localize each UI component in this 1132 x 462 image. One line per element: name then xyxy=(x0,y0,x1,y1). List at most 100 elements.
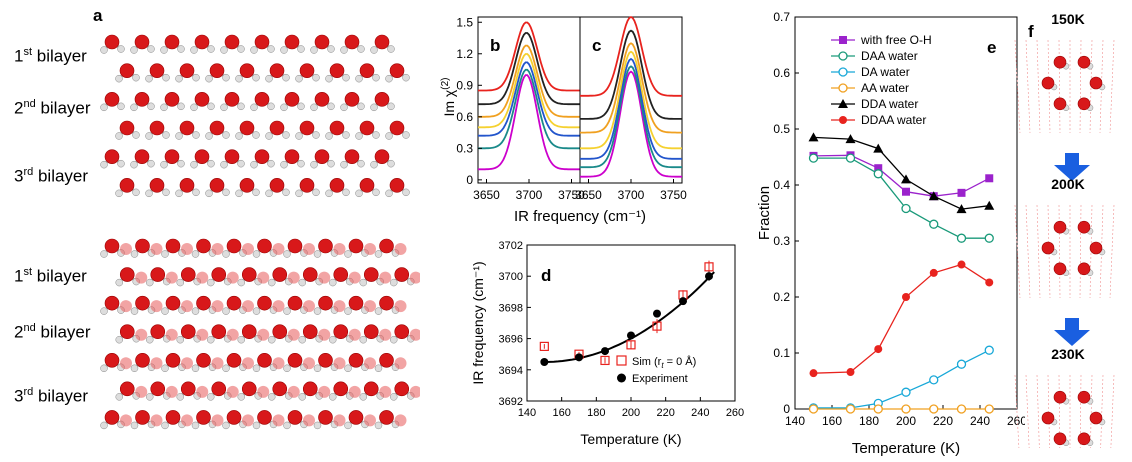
y-tick-label: 1.5 xyxy=(456,15,473,29)
oxygen-atom xyxy=(389,178,405,193)
oxygen-atom xyxy=(1089,76,1103,90)
oxygen-atom xyxy=(1077,390,1091,404)
hydrogen-atom xyxy=(374,250,383,258)
bilayer-label: 3rd bilayer xyxy=(14,386,89,406)
hydrogen-atom xyxy=(100,250,108,258)
hbond-line xyxy=(1079,39,1082,134)
oxygen-atom xyxy=(299,63,315,78)
hydrogen-atom xyxy=(191,307,200,315)
data-point xyxy=(901,203,911,214)
data-point xyxy=(929,404,939,414)
hydrogen-atom xyxy=(327,159,335,168)
oxygen-atom-blur xyxy=(394,243,407,255)
oxygen-atom xyxy=(287,238,303,254)
hydrogen-atom xyxy=(176,393,184,401)
data-point xyxy=(845,404,856,414)
oxygen-atom xyxy=(165,410,181,425)
oxygen-atom xyxy=(194,149,210,164)
data-point xyxy=(956,404,967,414)
hydrogen-atom xyxy=(207,278,215,287)
oxygen-atom xyxy=(287,352,303,368)
x-axis-label: Temperature (K) xyxy=(852,440,960,457)
data-point xyxy=(901,404,911,414)
data-point xyxy=(985,278,994,287)
series-line xyxy=(813,263,990,374)
oxygen-atom xyxy=(239,120,255,136)
data-point xyxy=(838,83,848,93)
hydrogen-atom xyxy=(385,132,393,140)
hydrogen-atom xyxy=(222,188,230,197)
hydrogen-atom xyxy=(265,74,273,83)
hydrogen-atom xyxy=(282,131,290,139)
hydrogen-atom xyxy=(359,335,367,344)
oxygen-atom xyxy=(209,120,225,136)
hydrogen-atom xyxy=(235,74,243,83)
oxygen-atom xyxy=(180,267,196,282)
hbond-line xyxy=(1089,39,1093,134)
hydrogen-atom xyxy=(130,364,139,373)
hbond-line xyxy=(1110,374,1115,448)
y-tick-label: 1.2 xyxy=(456,47,473,61)
data-point xyxy=(845,134,856,144)
bilayer-label: 2nd bilayer xyxy=(14,98,91,118)
hydrogen-atom xyxy=(295,132,303,140)
oxygen-atom-blur xyxy=(181,243,193,255)
series-line xyxy=(813,349,990,409)
oxygen-atom-blur xyxy=(242,243,254,255)
hydrogen-atom xyxy=(175,74,183,83)
oxygen-atom xyxy=(1053,390,1067,404)
legend-label: Experiment xyxy=(632,373,688,385)
oxygen-atom-blur xyxy=(242,300,254,313)
hydrogen-atom xyxy=(237,102,245,111)
hydrogen-atom xyxy=(130,160,138,169)
hydrogen-atom xyxy=(359,278,367,287)
oxygen-atom xyxy=(333,381,349,397)
hydrogen-atom xyxy=(313,364,322,373)
oxygen-atom-blur xyxy=(318,385,331,398)
hbond-line xyxy=(1047,39,1051,134)
legend-label: DAA water xyxy=(861,49,918,63)
oxygen-atom-blur xyxy=(333,300,346,313)
hydrogen-atom xyxy=(147,45,155,53)
hydrogen-atom xyxy=(295,74,303,83)
hydrogen-atom xyxy=(191,364,200,373)
hydrogen-atom xyxy=(370,46,378,54)
oxygen-atom xyxy=(241,381,257,397)
data-point xyxy=(873,143,884,153)
hydrogen-atom xyxy=(252,73,260,82)
spectrum-line xyxy=(580,42,682,134)
hydrogen-atom xyxy=(402,73,410,82)
hydrogen-atom xyxy=(252,188,260,197)
oxygen-atom-blur xyxy=(211,414,224,427)
oxygen-atom xyxy=(1077,220,1091,234)
oxygen-atom-blur xyxy=(257,271,270,284)
oxygen-atom-blur xyxy=(348,385,361,398)
oxygen-atom xyxy=(179,120,195,136)
hbond-line xyxy=(1058,204,1061,299)
hydrogen-atom xyxy=(222,73,230,82)
hydrogen-atom xyxy=(237,159,245,168)
data-point xyxy=(539,341,549,352)
hydrogen-atom xyxy=(355,74,363,83)
data-point xyxy=(808,132,819,142)
oxygen-atom xyxy=(394,267,410,282)
hydrogen-atom xyxy=(312,188,320,197)
hydrogen-atom xyxy=(190,103,198,112)
hydrogen-atom xyxy=(325,189,333,198)
hydrogen-atom xyxy=(340,46,348,54)
hydrogen-atom xyxy=(387,45,395,53)
x-tick-label: 160 xyxy=(822,414,842,428)
x-tick-label: 260 xyxy=(726,407,744,419)
y-tick-label: 0 xyxy=(466,173,473,187)
hydrogen-atom xyxy=(344,364,352,373)
oxygen-atom xyxy=(196,238,211,254)
hydrogen-atom xyxy=(355,189,363,198)
hydrogen-atom xyxy=(310,160,318,169)
oxygen-atom xyxy=(211,324,227,340)
hydrogen-atom xyxy=(402,188,410,197)
oxygen-atom-blur xyxy=(318,328,331,341)
y-tick-label: 0.6 xyxy=(773,66,790,80)
x-tick-label: 3750 xyxy=(558,188,585,202)
oxygen-atom-blur xyxy=(287,385,300,398)
x-axis-label: Temperature (K) xyxy=(580,431,681,447)
